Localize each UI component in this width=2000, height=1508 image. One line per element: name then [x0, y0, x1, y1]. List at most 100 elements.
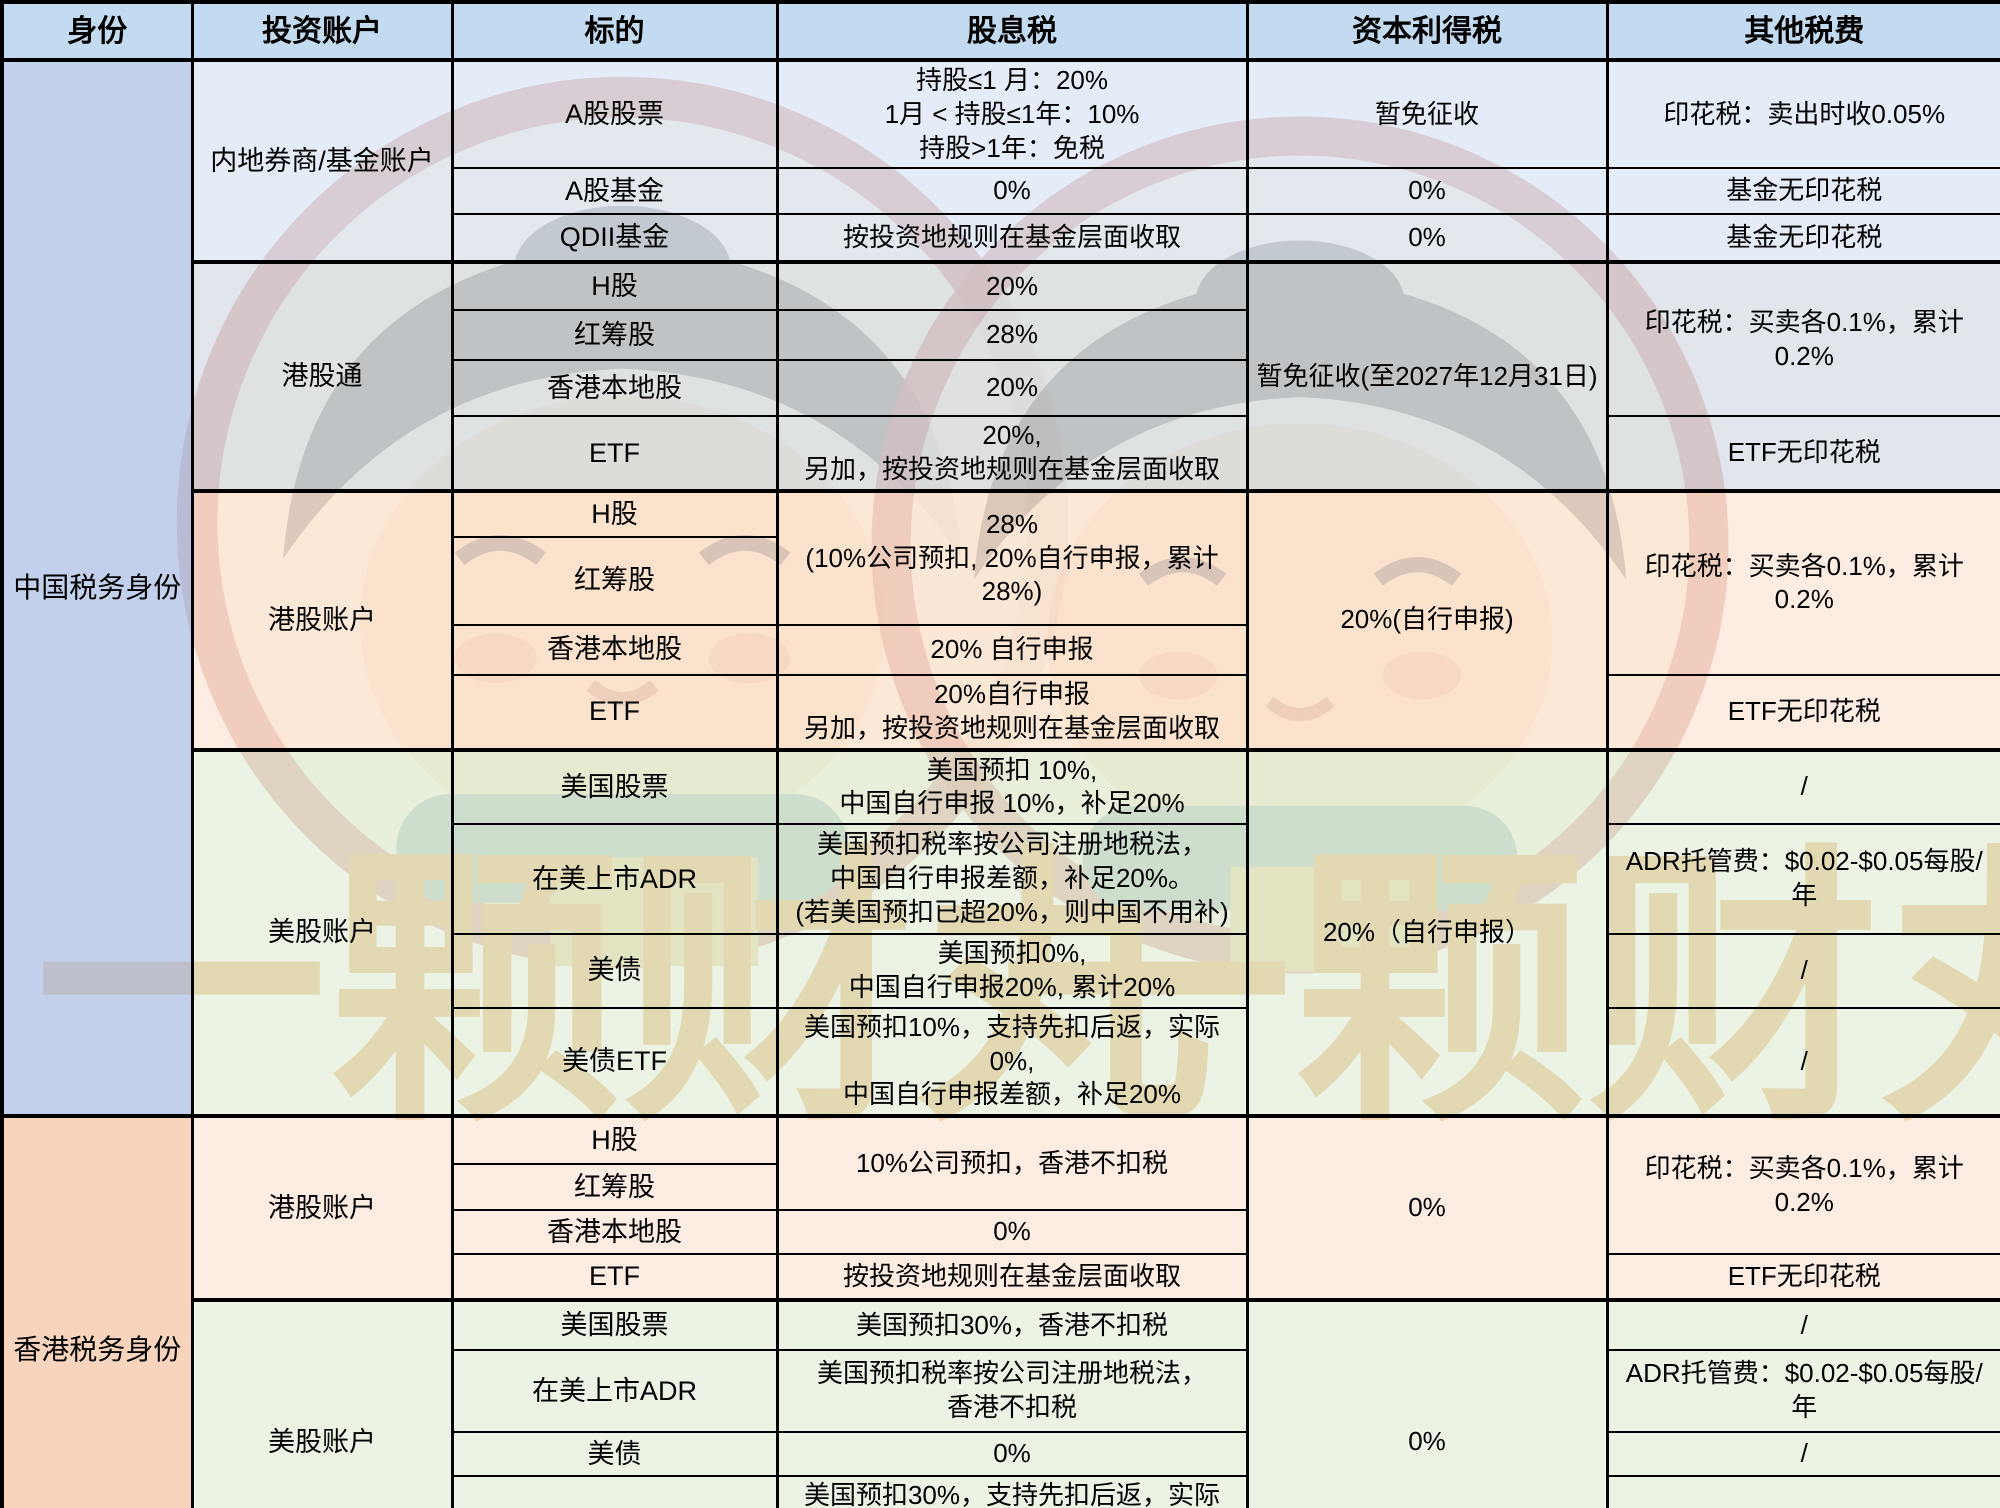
hk-adr-other: ADR托管费：$0.02-$0.05每股/年 — [1605, 1349, 2000, 1434]
a-share-fund-dividend: 0% — [775, 167, 1249, 216]
connect-etf-other: ETF无印花税 — [1605, 415, 2000, 492]
connect-hk-local-target: 香港本地股 — [450, 359, 779, 418]
header-account: 投资账户 — [190, 0, 454, 62]
connect-h-share-dividend: 20% — [775, 260, 1249, 312]
cn-us-cgt: 20%（自行申报） — [1245, 747, 1609, 1118]
hk-h-share-target: H股 — [450, 1114, 779, 1166]
table-row: 中国税务身份 内地券商/基金账户 A股股票 持股≤1 月：20% 1月 < 持股… — [0, 57, 2000, 1118]
cn-hk-stamp-duty: 印花税：买卖各0.1%，累计0.2% — [1605, 488, 2000, 676]
hk-us-stock-dividend: 美国预扣30%，香港不扣税 — [775, 1298, 1249, 1352]
hk-us-bond-dividend: 0% — [775, 1431, 1249, 1478]
hk-us-bond-etf-other: / — [1605, 1475, 2000, 1508]
hk-connect-account-cell: 港股通 — [190, 260, 454, 492]
a-share-stock-target: A股股票 — [450, 57, 779, 170]
a-share-fund-other: 基金无印花税 — [1605, 167, 2000, 216]
table-row: 美债 美国预扣0%, 中国自行申报20%, 累计20% / — [2, 933, 2000, 1009]
header-identity: 身份 — [0, 0, 194, 62]
cn-adr-dividend: 美国预扣税率按公司注册地税法， 中国自行申报差额，补足20%。 (若美国预扣已超… — [775, 823, 1249, 936]
connect-red-chip-target: 红筹股 — [450, 309, 779, 362]
qdii-fund-other: 基金无印花税 — [1605, 213, 2000, 264]
hk-us-bond-target: 美债 — [450, 1431, 779, 1478]
connect-hk-local-dividend: 20% — [775, 359, 1249, 418]
cn-adr-target: 在美上市ADR — [450, 823, 779, 936]
connect-etf-dividend: 20%, 另加，按投资地规则在基金层面收取 — [775, 415, 1249, 492]
cn-us-stock-dividend: 美国预扣 10%, 中国自行申报 10%，补足20% — [775, 747, 1249, 826]
cn-hk-h-share-target: H股 — [450, 488, 779, 538]
qdii-fund-dividend: 按投资地规则在基金层面收取 — [775, 213, 1249, 264]
hk-etf-dividend: 按投资地规则在基金层面收取 — [775, 1253, 1249, 1302]
hk-etf-target: ETF — [450, 1253, 779, 1302]
table-row: 在美上市ADR 美国预扣税率按公司注册地税法， 香港不扣税 ADR托管费：$0.… — [2, 1349, 2000, 1434]
hk-adr-dividend: 美国预扣税率按公司注册地税法， 香港不扣税 — [775, 1349, 1249, 1434]
table-row: 美股账户 美国股票 美国预扣30%，香港不扣税 0% / — [2, 1298, 2000, 1508]
hk-us-bond-etf-target: 美债ETF — [450, 1475, 779, 1508]
qdii-fund-cgt: 0% — [1245, 213, 1609, 264]
cn-hk-red-chip-target: 红筹股 — [450, 535, 779, 626]
header-dividend-tax: 股息税 — [775, 0, 1249, 62]
hk-us-stock-other: / — [1605, 1298, 2000, 1352]
hk-hk-cgt: 0% — [1245, 1114, 1609, 1302]
header-other-tax: 其他税费 — [1605, 0, 2000, 62]
a-share-fund-target: A股基金 — [450, 167, 779, 216]
cn-us-bond-etf-dividend: 美国预扣10%，支持先扣后返，实际0%, 中国自行申报差额，补足20% — [775, 1006, 1249, 1118]
table-row: 美债ETF 美国预扣10%，支持先扣后返，实际0%, 中国自行申报差额，补足20… — [2, 1006, 2000, 1118]
connect-red-chip-dividend: 28% — [775, 309, 1249, 362]
hk-us-bond-etf-dividend: 美国预扣30%，支持先扣后返，实际0%, 香港不扣税 — [775, 1475, 1249, 1508]
table-row: ETF 按投资地规则在基金层面收取 ETF无印花税 — [2, 1253, 2000, 1302]
cn-us-bond-target: 美债 — [450, 933, 779, 1009]
hk-identity-cell: 香港税务身份 — [0, 1114, 194, 1508]
cn-us-bond-etf-other: / — [1605, 1006, 2000, 1118]
cn-hk-h-red-dividend: 28% (10%公司预扣, 20%自行申报，累计28%) — [775, 488, 1249, 626]
header-target: 标的 — [450, 0, 779, 62]
connect-h-share-target: H股 — [450, 260, 779, 312]
hk-adr-target: 在美上市ADR — [450, 1349, 779, 1434]
qdii-fund-target: QDII基金 — [450, 213, 779, 264]
hk-hk-account-cell: 港股账户 — [190, 1114, 454, 1302]
cn-hk-local-dividend: 20% 自行申报 — [775, 623, 1249, 676]
cn-hk-account-cell: 港股账户 — [190, 488, 454, 751]
table-row: 红筹股 — [2, 1163, 2000, 1212]
cn-hk-etf-dividend: 20%自行申报 另加，按投资地规则在基金层面收取 — [775, 673, 1249, 751]
table-row: 港股账户 H股 28% (10%公司预扣, 20%自行申报，累计28%) 20%… — [2, 488, 2000, 751]
cn-hk-etf-target: ETF — [450, 673, 779, 751]
mainland-account-cell: 内地券商/基金账户 — [190, 57, 454, 264]
hk-stamp-duty: 印花税：买卖各0.1%，累计0.2% — [1605, 1114, 2000, 1256]
table-row: 香港本地股 0% — [2, 1209, 2000, 1256]
a-share-stock-cgt: 暂免征收 — [1245, 57, 1609, 170]
connect-etf-target: ETF — [450, 415, 779, 492]
cn-us-bond-other: / — [1605, 933, 2000, 1009]
a-share-stock-other: 印花税：卖出时收0.05% — [1605, 57, 2000, 170]
table-row: 美股账户 美国股票 美国预扣 10%, 中国自行申报 10%，补足20% 20%… — [2, 747, 2000, 1118]
cn-us-bond-dividend: 美国预扣0%, 中国自行申报20%, 累计20% — [775, 933, 1249, 1009]
a-share-stock-dividend: 持股≤1 月：20% 1月 < 持股≤1年：10% 持股>1年：免税 — [775, 57, 1249, 170]
hk-h-red-dividend: 10%公司预扣，香港不扣税 — [775, 1114, 1249, 1212]
hk-us-account-cell: 美股账户 — [190, 1298, 454, 1508]
table-row: 美债 0% / — [2, 1431, 2000, 1478]
cn-hk-cgt: 20%(自行申报) — [1245, 488, 1609, 751]
hk-us-bond-other: / — [1605, 1431, 2000, 1478]
table-row: 香港税务身份 港股账户 H股 10%公司预扣，香港不扣税 0% 印花税：买卖各0… — [0, 1114, 2000, 1508]
table-row: 港股通 H股 20% 暂免征收(至2027年12月31日) 印花税：买卖各0.1… — [2, 260, 2000, 492]
hk-etf-other: ETF无印花税 — [1605, 1253, 2000, 1302]
cn-adr-other: ADR托管费：$0.02-$0.05每股/年 — [1605, 823, 2000, 936]
cn-hk-local-target: 香港本地股 — [450, 623, 779, 676]
table-header-row: 身份 投资账户 标的 股息税 资本利得税 其他税费 — [0, 0, 2000, 62]
cn-us-stock-other: / — [1605, 747, 2000, 826]
hk-us-stock-target: 美国股票 — [450, 1298, 779, 1352]
cn-us-stock-target: 美国股票 — [450, 747, 779, 826]
a-share-fund-cgt: 0% — [1245, 167, 1609, 216]
china-identity-cell: 中国税务身份 — [0, 57, 194, 1118]
connect-cgt: 暂免征收(至2027年12月31日) — [1245, 260, 1609, 492]
cn-us-account-cell: 美股账户 — [190, 747, 454, 1118]
hk-local-dividend: 0% — [775, 1209, 1249, 1256]
table-row: 美债ETF 美国预扣30%，支持先扣后返，实际0%, 香港不扣税 / — [2, 1475, 2000, 1508]
cn-hk-etf-other: ETF无印花税 — [1605, 673, 2000, 751]
cn-us-bond-etf-target: 美债ETF — [450, 1006, 779, 1118]
hk-local-target: 香港本地股 — [450, 1209, 779, 1256]
hk-red-chip-target: 红筹股 — [450, 1163, 779, 1212]
hk-us-cgt: 0% — [1245, 1298, 1609, 1508]
connect-stamp-duty: 印花税：买卖各0.1%，累计0.2% — [1605, 260, 2000, 418]
header-capital-gains-tax: 资本利得税 — [1245, 0, 1609, 62]
